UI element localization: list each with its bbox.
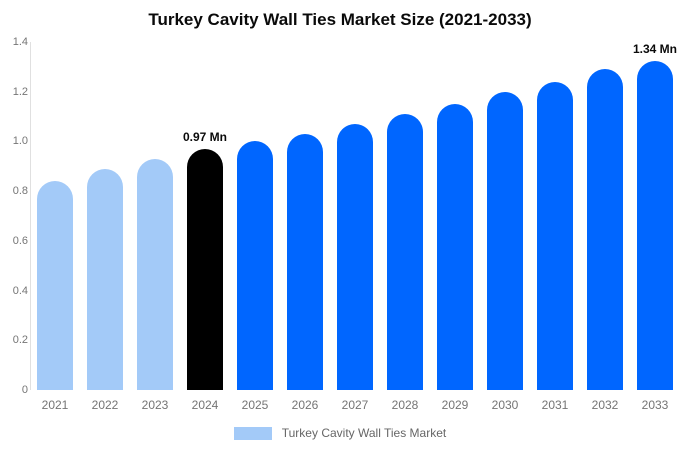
bar-2026[interactable] bbox=[287, 134, 323, 390]
x-axis-label-2023: 2023 bbox=[141, 398, 169, 412]
y-axis-tick-label-0.4: 0.4 bbox=[12, 284, 28, 297]
y-axis-line bbox=[30, 42, 31, 390]
bar-cell-2021 bbox=[30, 42, 80, 390]
x-axis-label-2024: 2024 bbox=[191, 398, 219, 412]
bar-cell-2029 bbox=[430, 42, 480, 390]
bar-cell-2023 bbox=[130, 42, 180, 390]
y-axis-tick-label-0.8: 0.8 bbox=[12, 185, 28, 198]
bar-2033[interactable] bbox=[637, 61, 673, 390]
bar-cell-2025 bbox=[230, 42, 280, 390]
bar-2030[interactable] bbox=[487, 92, 523, 390]
bar-2021[interactable] bbox=[37, 181, 73, 390]
bar-cell-2024: 0.97 Mn bbox=[180, 42, 230, 390]
bar-2024[interactable] bbox=[187, 149, 223, 390]
x-axis-label-2027: 2027 bbox=[341, 398, 369, 412]
bar-cell-2031 bbox=[530, 42, 580, 390]
bar-2023[interactable] bbox=[137, 159, 173, 390]
chart-title: Turkey Cavity Wall Ties Market Size (202… bbox=[148, 10, 532, 29]
bar-cell-2027 bbox=[330, 42, 380, 390]
bar-2029[interactable] bbox=[437, 104, 473, 390]
y-axis-tick-label-1.4: 1.4 bbox=[12, 36, 28, 48]
x-axis-label-2021: 2021 bbox=[41, 398, 69, 412]
x-axis-label-2033: 2033 bbox=[641, 398, 669, 412]
x-axis-label-2031: 2031 bbox=[541, 398, 569, 412]
bar-cell-2030 bbox=[480, 42, 530, 390]
x-axis-label-2022: 2022 bbox=[91, 398, 119, 412]
plot-area: 0.97 Mn 1.34 Mn bbox=[30, 42, 680, 390]
y-axis-tick-label-0.6: 0.6 bbox=[12, 234, 28, 247]
bar-2028[interactable] bbox=[387, 114, 423, 390]
legend-label: Turkey Cavity Wall Ties Market bbox=[281, 426, 447, 440]
y-axis-tick-label-1.2: 1.2 bbox=[12, 85, 28, 98]
bar-cell-2028 bbox=[380, 42, 430, 390]
bar-value-label-2033: 1.34 Mn bbox=[632, 42, 677, 56]
x-axis: 2021 2022 2023 2024 2025 2026 2027 2028 2029 2030… bbox=[30, 398, 680, 412]
x-axis-label-2032: 2032 bbox=[591, 398, 619, 412]
x-axis-label-2029: 2029 bbox=[441, 398, 469, 412]
bar-2025[interactable] bbox=[237, 141, 273, 390]
x-axis-label-2026: 2026 bbox=[291, 398, 319, 412]
bar-2031[interactable] bbox=[537, 82, 573, 390]
y-axis-tick-label-1.0: 1.0 bbox=[12, 135, 28, 148]
bar-cell-2026 bbox=[280, 42, 330, 390]
y-axis-tick-label-0: 0 bbox=[21, 384, 28, 396]
bar-cell-2022 bbox=[80, 42, 130, 390]
y-axis-tick-label-0.2: 0.2 bbox=[12, 334, 28, 347]
bar-2027[interactable] bbox=[337, 124, 373, 390]
x-axis-label-2030: 2030 bbox=[491, 398, 519, 412]
legend-swatch-icon bbox=[233, 426, 272, 440]
bar-2022[interactable] bbox=[87, 169, 123, 390]
bar-cell-2033: 1.34 Mn bbox=[630, 42, 680, 390]
x-axis-label-2028: 2028 bbox=[391, 398, 419, 412]
y-axis: 0 0.2 0.4 0.6 0.8 1.0 1.2 1.4 bbox=[0, 0, 28, 450]
bar-cell-2032 bbox=[580, 42, 630, 390]
bar-value-label-2024: 0.97 Mn bbox=[182, 130, 227, 144]
bar-2032[interactable] bbox=[587, 69, 623, 390]
x-axis-label-2025: 2025 bbox=[241, 398, 269, 412]
legend[interactable]: Turkey Cavity Wall Ties Market bbox=[0, 426, 680, 440]
